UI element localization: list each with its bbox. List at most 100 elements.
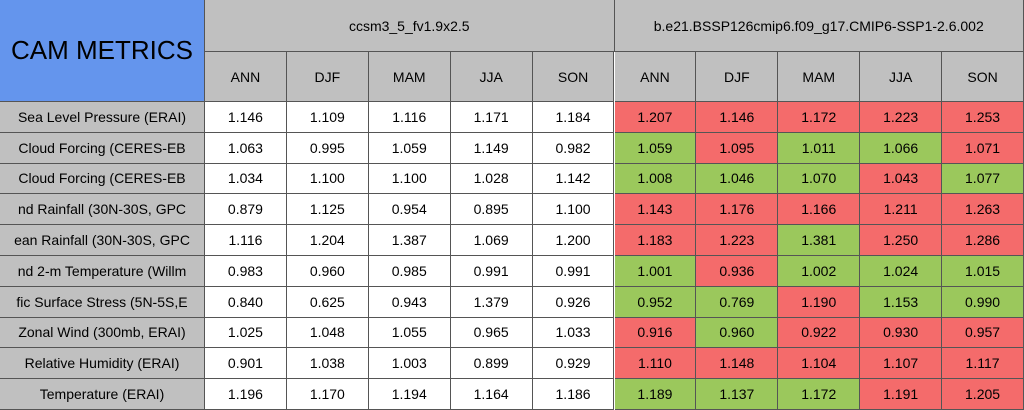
value-cell: 0.983 (205, 256, 287, 287)
value-cell: 1.146 (696, 102, 779, 133)
row-label: ean Rainfall (30N-30S, GPC (0, 225, 205, 256)
value-cell: 1.116 (368, 102, 451, 133)
value-cell: 1.286 (942, 225, 1024, 256)
value-cell: 1.070 (778, 163, 861, 195)
value-cell: 1.211 (860, 194, 943, 226)
value-cell: 1.110 (614, 348, 697, 380)
value-cell: 1.183 (614, 225, 697, 256)
value-cell: 1.038 (286, 348, 369, 380)
value-cell: 1.223 (860, 102, 943, 133)
value-cell: 1.033 (532, 317, 615, 349)
value-cell: 1.125 (286, 194, 369, 226)
value-cell: 0.899 (450, 348, 533, 380)
value-cell: 1.063 (205, 132, 287, 164)
value-cell: 1.046 (696, 163, 779, 195)
season-header: MAM (778, 52, 861, 102)
value-cell: 0.625 (286, 286, 369, 318)
value-cell: 0.957 (942, 317, 1024, 349)
value-cell: 1.059 (614, 132, 697, 164)
value-cell: 1.015 (942, 256, 1024, 287)
value-cell: 1.207 (614, 102, 697, 133)
title-cell: CAM METRICS (0, 0, 205, 102)
value-cell: 0.943 (368, 286, 451, 318)
value-cell: 0.991 (532, 256, 615, 287)
value-cell: 0.982 (532, 132, 615, 164)
season-header: ANN (614, 52, 697, 102)
value-cell: 1.003 (368, 348, 451, 380)
season-header: ANN (205, 52, 287, 102)
value-cell: 1.176 (696, 194, 779, 226)
value-cell: 0.960 (286, 256, 369, 287)
value-cell: 0.995 (286, 132, 369, 164)
value-cell: 0.991 (450, 256, 533, 287)
value-cell: 1.142 (532, 163, 615, 195)
value-cell: 1.048 (286, 317, 369, 349)
value-cell: 0.879 (205, 194, 287, 226)
value-cell: 1.189 (614, 379, 697, 410)
row-label: Sea Level Pressure (ERAI) (0, 102, 205, 133)
value-cell: 0.895 (450, 194, 533, 226)
value-cell: 1.034 (205, 163, 287, 195)
value-cell: 1.059 (368, 132, 451, 164)
value-cell: 1.186 (532, 379, 615, 410)
value-cell: 1.001 (614, 256, 697, 287)
value-cell: 1.387 (368, 225, 451, 256)
value-cell: 1.043 (860, 163, 943, 195)
value-cell: 1.194 (368, 379, 451, 410)
value-cell: 1.066 (860, 132, 943, 164)
value-cell: 0.954 (368, 194, 451, 226)
value-cell: 1.104 (778, 348, 861, 380)
value-cell: 1.077 (942, 163, 1024, 195)
value-cell: 1.172 (778, 102, 861, 133)
value-cell: 1.164 (450, 379, 533, 410)
season-header: DJF (286, 52, 369, 102)
value-cell: 0.901 (205, 348, 287, 380)
value-cell: 1.381 (778, 225, 861, 256)
value-cell: 1.184 (532, 102, 615, 133)
value-cell: 0.985 (368, 256, 451, 287)
row-label: nd 2-m Temperature (Willm (0, 256, 205, 287)
value-cell: 1.117 (942, 348, 1024, 380)
value-cell: 1.055 (368, 317, 451, 349)
value-cell: 0.990 (942, 286, 1024, 318)
value-cell: 1.149 (450, 132, 533, 164)
value-cell: 1.069 (450, 225, 533, 256)
value-cell: 1.116 (205, 225, 287, 256)
value-cell: 1.024 (860, 256, 943, 287)
value-cell: 1.100 (532, 194, 615, 226)
value-cell: 1.002 (778, 256, 861, 287)
value-cell: 1.095 (696, 132, 779, 164)
value-cell: 1.011 (778, 132, 861, 164)
season-header: SON (532, 52, 615, 102)
value-cell: 1.263 (942, 194, 1024, 226)
value-cell: 1.166 (778, 194, 861, 226)
value-cell: 1.071 (942, 132, 1024, 164)
season-header: MAM (368, 52, 451, 102)
value-cell: 1.148 (696, 348, 779, 380)
value-cell: 0.840 (205, 286, 287, 318)
season-header: SON (942, 52, 1024, 102)
value-cell: 1.143 (614, 194, 697, 226)
value-cell: 1.100 (368, 163, 451, 195)
value-cell: 1.250 (860, 225, 943, 256)
row-label: fic Surface Stress (5N-5S,E (0, 286, 205, 318)
value-cell: 0.960 (696, 317, 779, 349)
value-cell: 1.204 (286, 225, 369, 256)
value-cell: 1.100 (286, 163, 369, 195)
value-cell: 1.153 (860, 286, 943, 318)
row-label: Cloud Forcing (CERES-EB (0, 163, 205, 195)
value-cell: 1.191 (860, 379, 943, 410)
season-header: JJA (450, 52, 533, 102)
value-cell: 1.008 (614, 163, 697, 195)
value-cell: 1.170 (286, 379, 369, 410)
value-cell: 1.196 (205, 379, 287, 410)
value-cell: 0.952 (614, 286, 697, 318)
value-cell: 1.190 (778, 286, 861, 318)
value-cell: 1.205 (942, 379, 1024, 410)
season-header: JJA (860, 52, 943, 102)
row-label: Temperature (ERAI) (0, 379, 205, 410)
model-header: ccsm3_5_fv1.9x2.5 (205, 0, 615, 52)
value-cell: 0.926 (532, 286, 615, 318)
value-cell: 1.146 (205, 102, 287, 133)
row-label: Cloud Forcing (CERES-EB (0, 132, 205, 164)
